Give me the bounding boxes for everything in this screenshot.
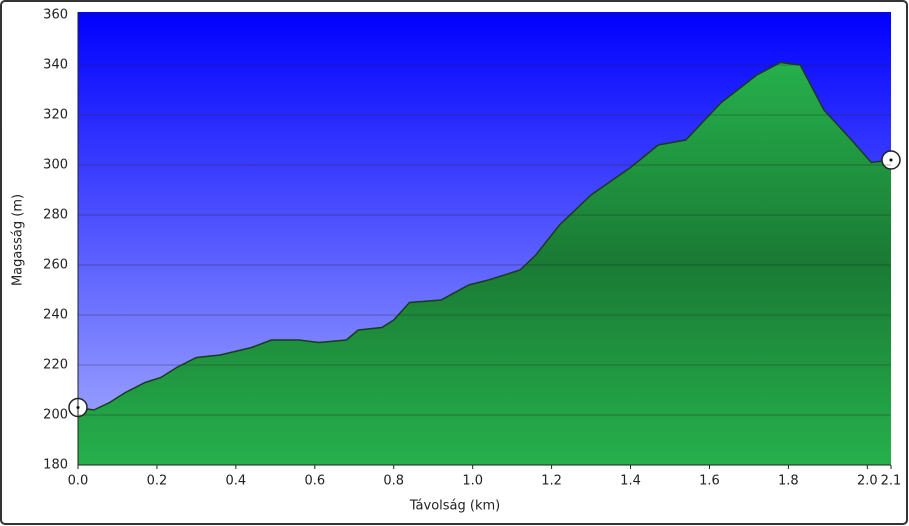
y-tick-label: 340 [43,58,68,73]
x-tick-label: 0.8 [383,474,404,489]
x-tick-label: 2.0 [857,474,878,489]
y-tick-label: 300 [43,158,68,173]
endpoint-dot [889,158,893,162]
x-tick-label: 1.8 [778,474,799,489]
y-tick-label: 280 [43,208,68,223]
y-tick-label: 260 [43,258,68,273]
x-tick-label: 1.4 [620,474,641,489]
y-tick-label: 360 [43,8,68,23]
x-tick-label: 0.6 [304,474,325,489]
x-tick-label: 0.0 [68,474,89,489]
x-axis-title: Távolság (km) [409,499,500,514]
y-tick-label: 200 [43,408,68,423]
x-tick-label: 1.0 [462,474,483,489]
area [78,62,891,465]
x-tick-label: 0.2 [147,474,168,489]
y-tick-label: 320 [43,108,68,123]
y-tick-label: 220 [43,358,68,373]
y-tick-label: 240 [43,308,68,323]
x-tick-label: 1.6 [699,474,720,489]
y-tick-label: 180 [43,458,68,473]
x-tick-label: 0.4 [226,474,247,489]
y-axis-title: Magasság (m) [11,194,26,286]
x-tick-label: 1.2 [541,474,562,489]
x-tick-label: 2.1 [881,474,902,489]
area-outline [77,61,892,411]
